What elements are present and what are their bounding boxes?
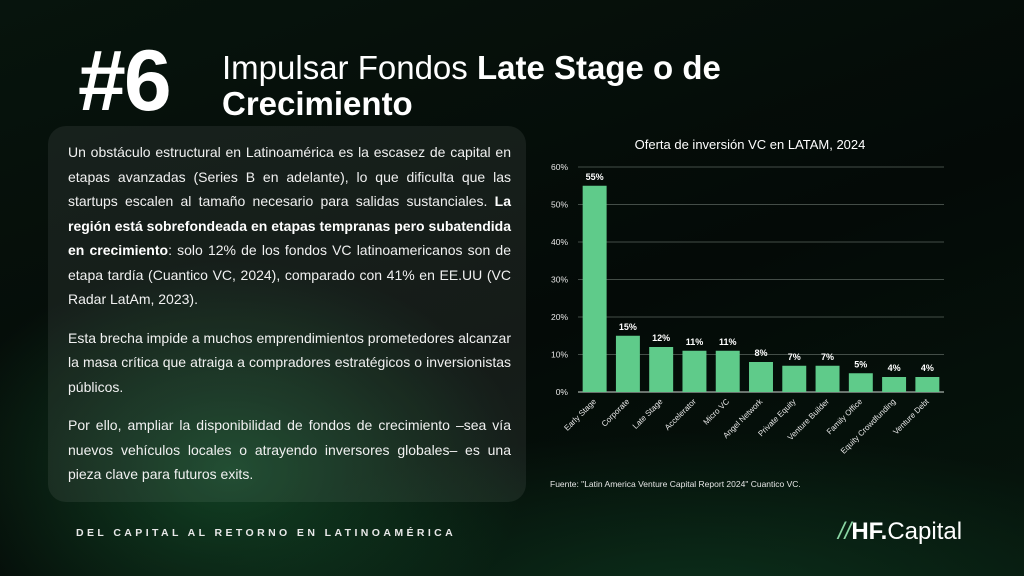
text-panel: Un obstáculo estructural en Latinoaméric…: [48, 126, 526, 502]
chart-source: Fuente: "Latin America Venture Capital R…: [550, 479, 801, 489]
data-label: 4%: [921, 363, 934, 373]
y-tick-label: 0%: [556, 387, 569, 397]
y-tick-label: 60%: [551, 162, 568, 172]
bar-angel-network: [749, 362, 773, 392]
bar-micro-vc: [715, 350, 740, 392]
bar-chart: Oferta de inversión VC en LATAM, 2024 0%…: [551, 137, 944, 456]
bar-family-office: [848, 373, 873, 392]
paragraph-3: Por ello, ampliar la disponibilidad de f…: [68, 417, 511, 482]
paragraph-2: Esta brecha impide a muchos emprendimien…: [68, 329, 511, 395]
logo-regular: Capital: [887, 518, 963, 545]
y-tick-label: 30%: [551, 275, 568, 285]
paragraph-1-text-b: : solo 12% de los fondos VC latinoameric…: [68, 242, 511, 307]
data-label: 7%: [788, 352, 801, 362]
data-label: 12%: [652, 333, 670, 343]
data-label: 5%: [854, 359, 867, 369]
bar-late-stage: [649, 347, 674, 392]
brand-logo: //HF.Capital: [838, 518, 962, 546]
paragraph-1-bold: La región está sobrefondeada en etapas t…: [68, 193, 512, 258]
footer-tagline: DEL CAPITAL AL RETORNO EN LATINOAMÉRICA: [76, 527, 457, 539]
logo-bold: HF.: [851, 518, 888, 545]
bar-corporate: [615, 335, 640, 392]
x-tick-label: Early Stage: [562, 397, 598, 433]
data-label: 11%: [686, 337, 704, 347]
paragraph-1-text-a: Un obstáculo estructural en Latinoaméric…: [68, 144, 511, 209]
paragraph-1: Un obstáculo estructural en Latinoaméric…: [68, 140, 511, 312]
x-tick-label: Micro VC: [702, 397, 732, 427]
bar-accelerator: [682, 350, 707, 392]
data-label: 11%: [719, 337, 737, 347]
title-regular: Impulsar Fondos: [222, 49, 468, 86]
x-tick-label: Accelerator: [663, 397, 698, 432]
chart-title: Oferta de inversión VC en LATAM, 2024: [635, 137, 866, 152]
x-tick-label: Venture Debt: [891, 397, 931, 437]
slide-title: Impulsar Fondos Late Stage o de Crecimie…: [222, 50, 842, 122]
y-tick-label: 10%: [551, 350, 568, 360]
data-label: 55%: [586, 172, 604, 182]
slide-number: #6: [78, 33, 172, 129]
bar-early-stage: [582, 185, 607, 392]
data-label: 4%: [888, 363, 901, 373]
data-label: 8%: [754, 348, 767, 358]
x-tick-label: Late Stage: [631, 397, 665, 431]
data-label: 15%: [619, 322, 637, 332]
bar-equity-crowdfunding: [882, 377, 907, 392]
data-label: 7%: [821, 352, 834, 362]
y-tick-label: 40%: [551, 237, 568, 247]
bar-private-equity: [782, 365, 807, 392]
bar-venture-builder: [815, 365, 840, 392]
y-tick-label: 20%: [551, 312, 568, 322]
y-tick-label: 50%: [551, 200, 568, 210]
bar-venture-debt: [915, 377, 940, 392]
logo-slashes: //: [838, 518, 852, 545]
x-tick-label: Corporate: [600, 397, 632, 429]
title-bold: Late Stage o de Crecimiento: [222, 49, 721, 122]
